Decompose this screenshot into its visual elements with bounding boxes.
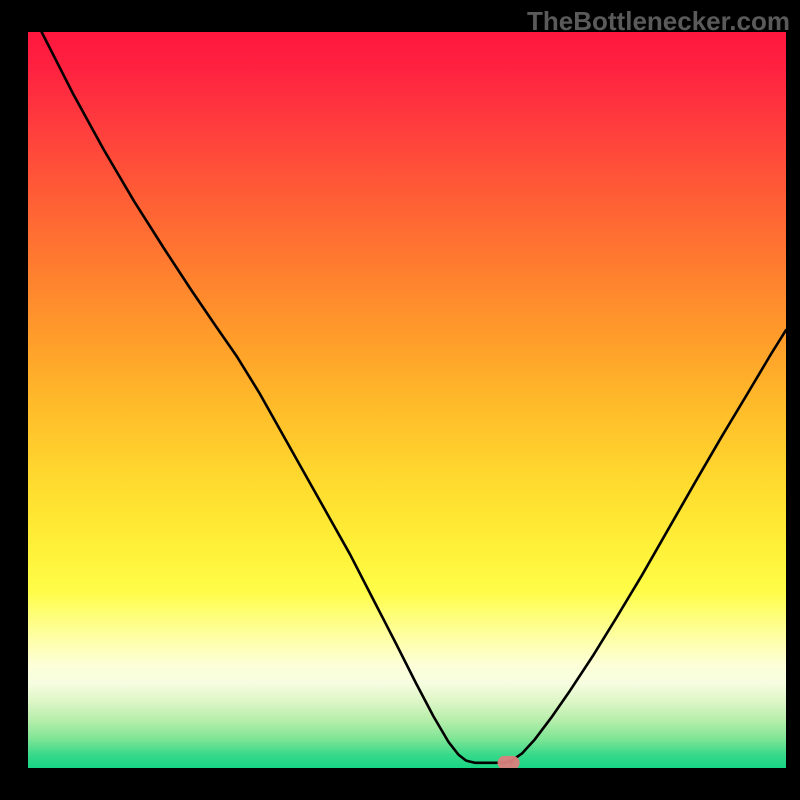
chart-plot-area	[28, 32, 786, 768]
watermark-text: TheBottlenecker.com	[527, 6, 790, 37]
chart-svg	[28, 32, 786, 768]
gradient-background	[28, 32, 786, 768]
valley-marker	[498, 756, 520, 768]
